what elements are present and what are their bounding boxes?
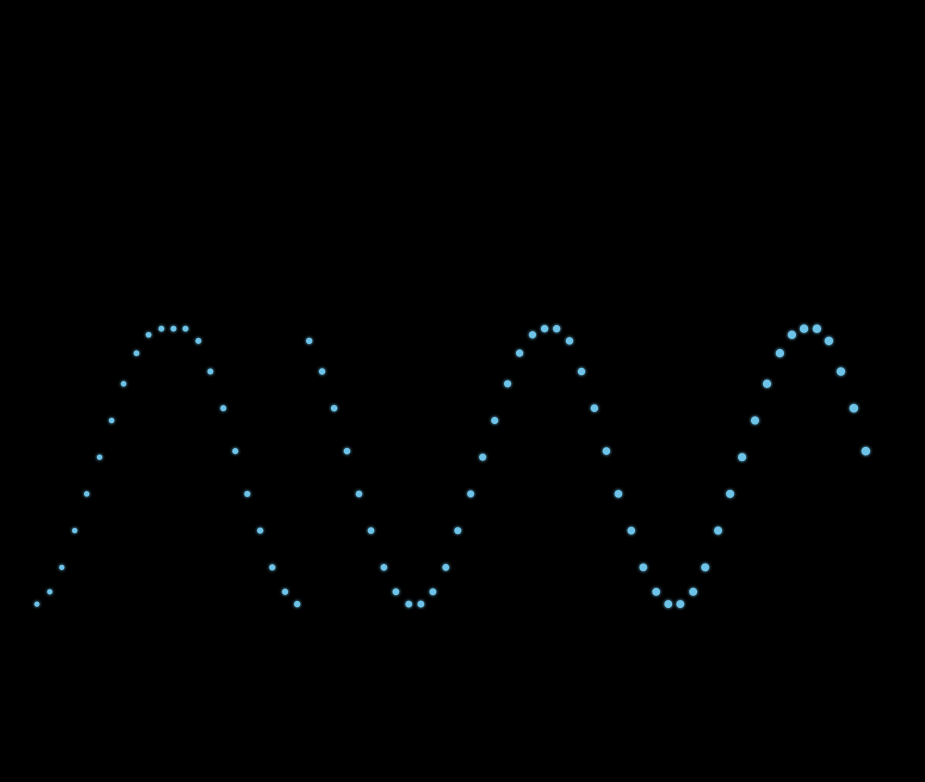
data-point	[343, 447, 351, 455]
data-point	[639, 563, 648, 572]
data-point	[145, 331, 152, 338]
data-point	[849, 403, 859, 413]
data-point	[232, 448, 239, 455]
data-point	[491, 416, 499, 425]
data-point	[479, 453, 487, 461]
data-points	[34, 324, 871, 609]
data-point	[577, 367, 586, 376]
data-point	[552, 324, 561, 333]
data-point	[269, 564, 276, 571]
data-point	[392, 588, 400, 596]
data-point	[528, 331, 537, 339]
data-point	[652, 587, 661, 596]
data-point	[799, 324, 809, 333]
data-point	[367, 527, 375, 534]
data-point	[676, 600, 685, 609]
data-point	[836, 367, 846, 376]
data-point	[824, 336, 834, 346]
data-point	[787, 330, 797, 340]
data-point	[503, 380, 512, 388]
data-point	[515, 349, 524, 357]
data-point	[195, 337, 202, 344]
data-point	[220, 405, 227, 412]
data-point	[738, 453, 747, 462]
data-point	[318, 368, 326, 375]
data-point	[689, 587, 698, 596]
data-point	[257, 527, 264, 534]
data-point	[417, 600, 425, 608]
data-point	[96, 454, 103, 460]
data-point	[133, 350, 140, 357]
data-point	[540, 325, 549, 333]
data-point	[762, 379, 772, 388]
data-point	[158, 325, 165, 332]
data-point	[83, 491, 90, 497]
data-point	[614, 490, 623, 498]
data-point	[182, 325, 189, 332]
data-point	[467, 490, 475, 498]
data-point	[71, 527, 78, 534]
data-point	[120, 380, 127, 387]
data-point	[306, 337, 313, 345]
data-point	[34, 601, 40, 607]
data-point	[602, 447, 611, 455]
data-point	[701, 563, 710, 572]
data-point	[861, 446, 871, 456]
data-point	[405, 600, 413, 608]
data-point	[330, 404, 338, 412]
data-point	[664, 600, 673, 609]
data-point	[726, 489, 735, 498]
data-point	[355, 490, 363, 498]
data-point	[170, 325, 177, 332]
data-point	[565, 337, 574, 345]
data-point	[281, 588, 289, 595]
data-point	[627, 526, 636, 535]
data-point	[454, 527, 462, 535]
data-point	[108, 417, 115, 424]
data-point	[244, 490, 251, 497]
data-point	[775, 349, 785, 358]
data-point	[59, 564, 65, 571]
data-point	[380, 564, 388, 571]
data-point	[590, 404, 599, 413]
data-point	[294, 600, 301, 608]
data-point	[750, 416, 760, 425]
data-point	[207, 368, 214, 375]
data-point	[429, 588, 437, 596]
data-point	[442, 563, 450, 571]
data-point	[812, 324, 822, 333]
data-point	[47, 589, 53, 595]
data-point	[714, 526, 723, 535]
